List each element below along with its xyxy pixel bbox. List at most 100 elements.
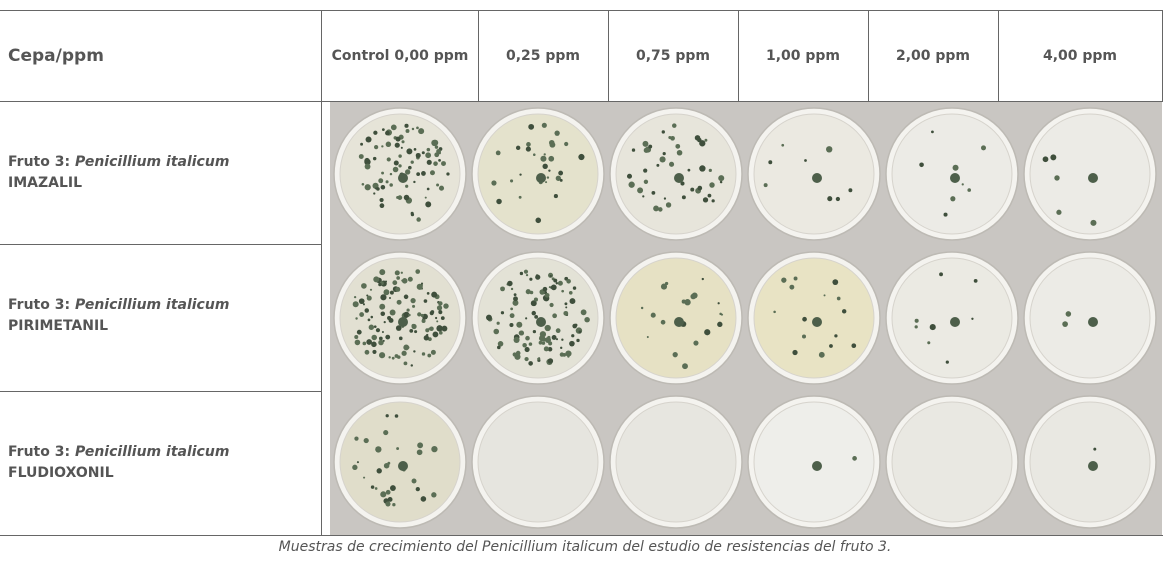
colony xyxy=(541,122,547,128)
colony xyxy=(373,276,380,283)
colony xyxy=(524,346,530,353)
colony xyxy=(379,197,384,203)
colony xyxy=(549,274,552,278)
colony xyxy=(356,461,359,464)
colony xyxy=(650,312,656,318)
colony xyxy=(429,326,434,331)
colony xyxy=(364,349,370,355)
colony xyxy=(431,492,437,498)
colony xyxy=(363,476,366,479)
colony xyxy=(430,310,435,314)
colony xyxy=(373,325,377,328)
colony xyxy=(973,278,978,283)
species: Penicillium italicum xyxy=(74,297,230,313)
colony xyxy=(832,279,839,286)
colony xyxy=(572,323,577,329)
colony xyxy=(535,217,542,224)
colony xyxy=(834,334,838,338)
colony xyxy=(354,339,361,346)
colony xyxy=(413,350,416,353)
colony xyxy=(363,437,369,444)
colony xyxy=(676,149,683,156)
colony xyxy=(1050,154,1057,161)
colony xyxy=(385,501,391,507)
prefix: Fruto 3: xyxy=(8,154,71,170)
colony xyxy=(536,317,546,327)
colony xyxy=(425,328,430,333)
colony xyxy=(352,464,358,471)
colony xyxy=(565,350,572,357)
colony xyxy=(395,286,401,292)
colony xyxy=(543,153,546,156)
colony xyxy=(950,196,956,202)
colony xyxy=(389,172,393,176)
colony xyxy=(939,272,943,277)
colony xyxy=(398,173,408,183)
colony xyxy=(372,349,377,354)
colony xyxy=(364,308,370,313)
colony xyxy=(719,180,723,184)
colony xyxy=(426,187,430,191)
colony xyxy=(416,126,419,130)
colony xyxy=(361,283,367,289)
colony xyxy=(493,328,500,335)
colony xyxy=(425,152,432,159)
colony xyxy=(404,123,409,128)
colony xyxy=(793,276,798,281)
colony xyxy=(513,296,518,302)
column-header: Control 0,00 ppm xyxy=(321,10,479,102)
colony xyxy=(396,447,400,451)
colony xyxy=(557,280,563,286)
colony xyxy=(682,363,688,370)
colony xyxy=(510,287,514,291)
colony xyxy=(792,349,798,356)
column-header: 0,75 ppm xyxy=(608,10,739,102)
colony xyxy=(406,148,413,155)
colony xyxy=(670,135,675,141)
colony xyxy=(381,145,384,148)
colony xyxy=(530,300,537,307)
colony xyxy=(386,157,391,162)
colony xyxy=(378,339,384,346)
colony xyxy=(672,352,678,358)
colony xyxy=(406,308,410,312)
colony xyxy=(818,351,825,358)
colony xyxy=(388,296,391,299)
colony xyxy=(836,296,841,301)
colony xyxy=(516,321,523,328)
colony xyxy=(662,152,666,156)
colony xyxy=(719,312,722,316)
colony xyxy=(562,353,567,357)
colony xyxy=(711,199,715,203)
colony xyxy=(643,147,650,153)
colony xyxy=(661,130,665,134)
colony xyxy=(410,297,416,304)
colony xyxy=(513,293,517,297)
colony xyxy=(383,289,390,296)
colony xyxy=(690,293,697,300)
colony xyxy=(707,193,712,198)
colony xyxy=(367,318,371,322)
colony xyxy=(582,310,585,314)
colony xyxy=(436,325,443,332)
colony xyxy=(374,487,378,490)
colony xyxy=(826,146,833,153)
colony xyxy=(415,269,421,274)
colony xyxy=(421,352,426,356)
colony xyxy=(555,328,561,334)
colony xyxy=(950,317,960,327)
colony xyxy=(515,350,521,356)
colony xyxy=(543,346,549,352)
colony xyxy=(432,331,439,338)
colony xyxy=(529,277,533,281)
colony xyxy=(425,201,432,208)
colony xyxy=(802,316,807,322)
colony xyxy=(412,304,416,308)
colony xyxy=(565,306,568,309)
colony xyxy=(438,185,445,191)
colony xyxy=(374,145,379,150)
colony xyxy=(354,436,359,441)
colony xyxy=(544,292,550,298)
colony xyxy=(353,295,357,299)
colony xyxy=(435,316,438,320)
